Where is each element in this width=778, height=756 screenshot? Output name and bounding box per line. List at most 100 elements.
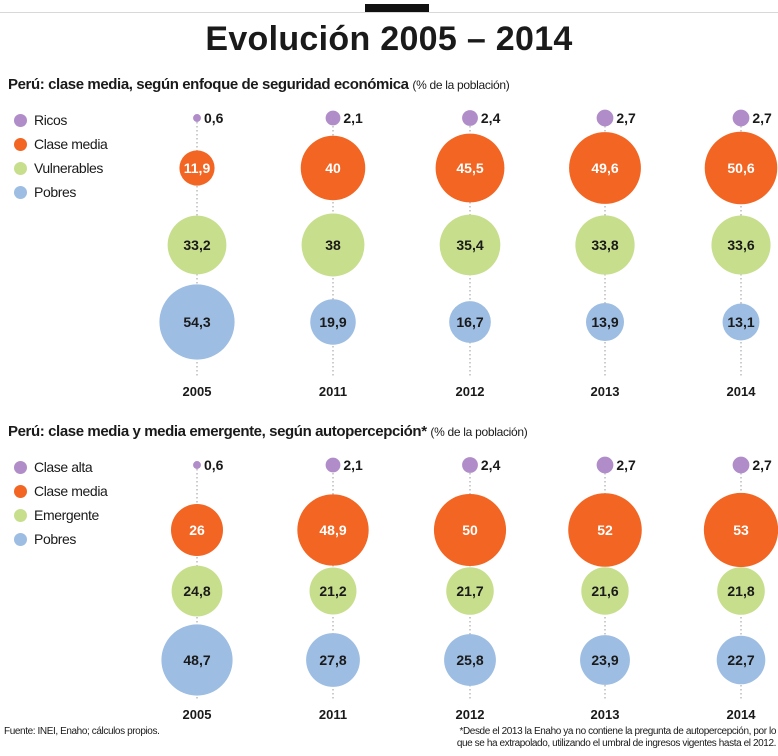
data-label: 2,1 xyxy=(343,110,363,126)
year-label: 2005 xyxy=(183,384,212,399)
bubble-2-2 xyxy=(171,565,223,617)
data-label: 33,6 xyxy=(727,237,754,253)
bubble-2-2 xyxy=(717,567,765,615)
chart2-title-text: Perú: clase media y media emergente, seg… xyxy=(8,423,427,440)
bubble-1-1 xyxy=(179,150,215,186)
bubble-2-3 xyxy=(580,635,630,685)
bubble-2-0 xyxy=(325,457,341,473)
header-bar xyxy=(365,4,429,13)
bubble-2-0 xyxy=(596,456,614,474)
bubble-1-3 xyxy=(722,303,760,341)
year-label: 2013 xyxy=(591,384,620,399)
data-label: 35,4 xyxy=(456,237,483,253)
bubble-1-0 xyxy=(596,109,614,127)
chart1-title-text: Perú: clase media, según enfoque de segu… xyxy=(8,76,409,93)
data-label: 23,9 xyxy=(591,652,618,668)
bubble-1-2 xyxy=(301,213,365,277)
data-label: 22,7 xyxy=(727,652,754,668)
legend-label: Clase alta xyxy=(34,459,93,475)
legend-swatch xyxy=(14,509,27,522)
data-label: 21,7 xyxy=(456,583,483,599)
legend-swatch xyxy=(14,485,27,498)
data-label: 38 xyxy=(325,237,341,253)
legend-swatch xyxy=(14,186,27,199)
chart1-unit: (% de la población) xyxy=(412,78,510,92)
footer-note-line1: *Desde el 2013 la Enaho ya no contiene l… xyxy=(459,726,776,737)
bubble-2-2 xyxy=(446,567,494,615)
year-label: 2014 xyxy=(727,707,757,722)
legend-label: Pobres xyxy=(34,184,76,200)
bubble-2-3 xyxy=(716,635,766,685)
data-label: 2,4 xyxy=(481,110,501,126)
data-label: 2,7 xyxy=(616,457,636,473)
bubble-1-2 xyxy=(711,215,771,275)
year-label: 2014 xyxy=(727,384,757,399)
legend-swatch xyxy=(14,138,27,151)
legend-label: Clase media xyxy=(34,136,108,152)
data-label: 25,8 xyxy=(456,652,483,668)
bubble-1-2 xyxy=(167,215,227,275)
data-label: 11,9 xyxy=(184,160,211,176)
data-label: 49,6 xyxy=(591,160,618,176)
bubble-1-0 xyxy=(193,114,201,122)
data-label: 40 xyxy=(325,160,341,176)
year-label: 2005 xyxy=(183,707,212,722)
data-label: 52 xyxy=(597,522,613,538)
data-label: 13,1 xyxy=(727,314,754,330)
data-label: 33,8 xyxy=(591,237,618,253)
bubble-2-0 xyxy=(462,457,478,473)
data-label: 2,7 xyxy=(752,110,772,126)
legend-swatch xyxy=(14,533,27,546)
bubble-2-0 xyxy=(732,456,750,474)
bubble-1-1 xyxy=(569,132,641,204)
year-label: 2011 xyxy=(319,384,347,399)
bubble-2-1 xyxy=(170,503,224,557)
data-label: 21,6 xyxy=(591,583,618,599)
bubble-2-1 xyxy=(297,494,369,566)
data-label: 2,1 xyxy=(343,457,363,473)
legend-swatch xyxy=(14,461,27,474)
bubble-1-3 xyxy=(449,301,491,343)
header-rule xyxy=(0,12,778,13)
data-label: 48,7 xyxy=(183,652,210,668)
legend-label: Pobres xyxy=(34,531,76,547)
footer-source: Fuente: INEI, Enaho; cálculos propios. xyxy=(4,726,160,737)
legend-label: Vulnerables xyxy=(34,160,104,176)
data-label: 54,3 xyxy=(183,314,210,330)
chart1-title: Perú: clase media, según enfoque de segu… xyxy=(8,76,510,93)
year-label: 2011 xyxy=(319,707,347,722)
data-label: 0,6 xyxy=(204,457,224,473)
data-label: 21,2 xyxy=(319,583,346,599)
data-label: 21,8 xyxy=(727,583,754,599)
data-label: 26 xyxy=(189,522,205,538)
chart2-title: Perú: clase media y media emergente, seg… xyxy=(8,423,528,440)
data-label: 24,8 xyxy=(183,583,210,599)
bubble-1-3 xyxy=(585,302,625,342)
chart2-unit: (% de la población) xyxy=(430,425,528,439)
data-label: 50 xyxy=(462,522,478,538)
bubble-1-1 xyxy=(300,135,366,201)
data-label: 27,8 xyxy=(319,652,346,668)
data-label: 33,2 xyxy=(183,237,210,253)
data-label: 16,7 xyxy=(456,314,483,330)
bubble-1-3 xyxy=(310,299,356,345)
bubble-1-2 xyxy=(575,215,635,275)
data-label: 2,7 xyxy=(616,110,636,126)
bubble-2-1 xyxy=(703,492,778,568)
data-label: 0,6 xyxy=(204,110,224,126)
bubble-2-2 xyxy=(309,567,357,615)
bubble-2-1 xyxy=(433,493,507,567)
bubble-2-1 xyxy=(568,493,642,567)
legend-swatch xyxy=(14,114,27,127)
legend-label: Clase media xyxy=(34,483,108,499)
bubble-1-0 xyxy=(462,110,478,126)
bubble-1-1 xyxy=(435,133,505,203)
data-label: 19,9 xyxy=(319,314,346,330)
bubble-1-3 xyxy=(159,284,235,360)
bubble-2-0 xyxy=(193,461,201,469)
bubble-2-3 xyxy=(161,624,233,696)
data-label: 2,7 xyxy=(752,457,772,473)
data-label: 48,9 xyxy=(319,522,346,538)
data-label: 2,4 xyxy=(481,457,501,473)
